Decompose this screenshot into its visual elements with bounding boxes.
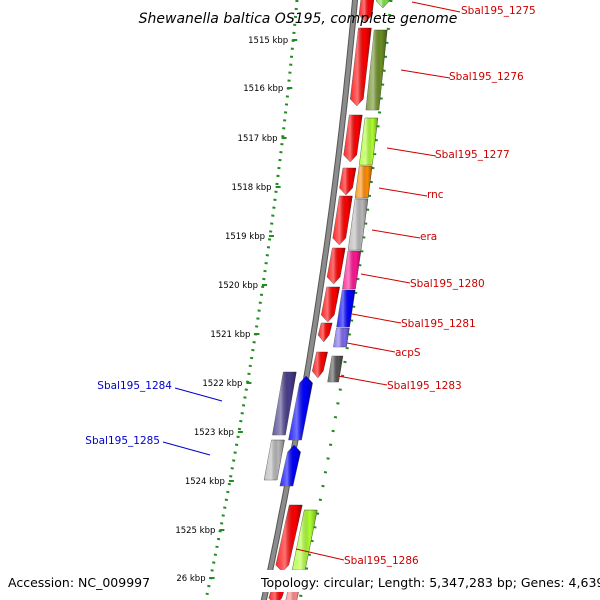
gene-sbal195-1275[interactable] — [376, 0, 390, 9]
callout-line — [378, 187, 428, 197]
gene-sbal195-1283[interactable] — [327, 355, 344, 383]
callout-line — [400, 69, 451, 79]
gene-sbal195-1276[interactable] — [365, 29, 388, 111]
label-sbal195-1283[interactable]: Sbal195_1283 — [387, 380, 462, 392]
ruler-tick-label: 1521 kbp — [210, 330, 250, 340]
gene-sbal195-1284[interactable] — [272, 371, 297, 436]
label-sbal195-1285[interactable]: Sbal195_1285 — [85, 435, 160, 447]
gene-cog-red[interactable] — [358, 0, 375, 23]
gene-era[interactable] — [347, 198, 369, 251]
gene-cog-red[interactable] — [317, 322, 333, 343]
ruler-tick-label: 1522 kbp — [202, 379, 242, 389]
ruler-tick-label: 1524 kbp — [185, 477, 225, 487]
gene-rnc[interactable] — [354, 165, 373, 199]
topology-text: Topology: circular; Length: 5,347,283 bp… — [260, 575, 600, 590]
gene-features — [263, 0, 390, 600]
label-sbal195-1277[interactable]: Sbal195_1277 — [435, 149, 510, 161]
label-sbal195-1286[interactable]: Sbal195_1286 — [344, 555, 419, 567]
ruler-tick-label: 1523 kbp — [194, 428, 234, 438]
gene-sbal195-1280[interactable] — [342, 250, 362, 290]
callout-line — [346, 342, 396, 353]
callout-line — [360, 273, 411, 284]
inner-dotted-line — [298, 0, 393, 600]
gene-forward-blue[interactable] — [288, 375, 313, 441]
callout-line — [371, 229, 421, 239]
label-acps[interactable]: acpS — [395, 347, 421, 359]
gene-cog-red[interactable] — [343, 114, 363, 163]
ruler-tick-label: 1520 kbp — [218, 281, 258, 291]
gene-cog-red[interactable] — [339, 167, 357, 196]
gene-cog-red[interactable] — [350, 27, 372, 107]
ruler-tick-label: 1525 kbp — [175, 526, 215, 536]
genome-backbone — [260, 0, 359, 600]
backbone-line — [261, 0, 358, 600]
accession-text: Accession: NC_009997 — [8, 575, 150, 590]
ruler-tick-label: 1519 kbp — [225, 232, 265, 242]
callout-line — [337, 375, 388, 386]
ruler-tick-label: 1517 kbp — [238, 134, 278, 144]
label-sbal195-1275[interactable]: Sbal195_1275 — [461, 5, 536, 17]
gene-cog-red[interactable] — [326, 247, 346, 285]
label-sbal195-1276[interactable]: Sbal195_1276 — [449, 71, 524, 83]
ruler-tick-label: 26 kbp — [176, 574, 205, 584]
ruler-tick-label: 1515 kbp — [248, 36, 288, 46]
label-sbal195-1280[interactable]: Sbal195_1280 — [410, 278, 485, 290]
callout-line — [386, 147, 437, 157]
gene-cog-red[interactable] — [275, 504, 303, 573]
ruler-tick-label: 1516 kbp — [243, 84, 283, 94]
label-era[interactable]: era — [420, 231, 437, 243]
gene-sbal195-1277[interactable] — [359, 117, 379, 166]
topology-backdrop — [256, 570, 600, 592]
label-sbal195-1281[interactable]: Sbal195_1281 — [401, 318, 476, 330]
gene-cog-red[interactable] — [321, 286, 340, 323]
gene-cog-red[interactable] — [312, 351, 328, 379]
gene-cog-red[interactable] — [332, 195, 353, 246]
gene-sbal195-1285[interactable] — [263, 439, 285, 481]
ruler-tick-label: 1518 kbp — [232, 183, 272, 193]
ruler-tick-labels: 1515 kbp 1516 kbp 1517 kbp 1518 kbp 1519 kbp… — [175, 36, 298, 584]
gene-sbal195-1281[interactable] — [336, 289, 356, 328]
label-rnc[interactable]: rnc — [427, 189, 444, 201]
ruler-dotted-line — [204, 0, 299, 600]
callout-line — [411, 1, 461, 13]
gene-forward-blue[interactable] — [279, 444, 301, 487]
callout-line — [351, 313, 402, 324]
callout-line — [162, 441, 211, 456]
ruler-dots-path — [204, 0, 299, 600]
callout-line — [174, 387, 223, 402]
accession-backdrop — [0, 570, 150, 592]
inner-dots-path — [298, 0, 393, 600]
label-sbal195-1284[interactable]: Sbal195_1284 — [97, 380, 172, 392]
callout-line — [295, 548, 345, 561]
map-title: Shewanella baltica OS195, complete genom… — [139, 11, 458, 27]
gene-acps[interactable] — [333, 327, 350, 348]
